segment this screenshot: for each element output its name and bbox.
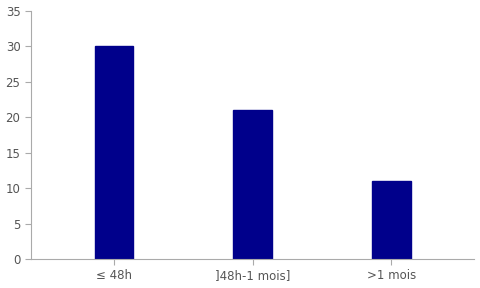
Bar [233,110,272,259]
Bar [372,181,411,259]
Bar [95,46,133,259]
